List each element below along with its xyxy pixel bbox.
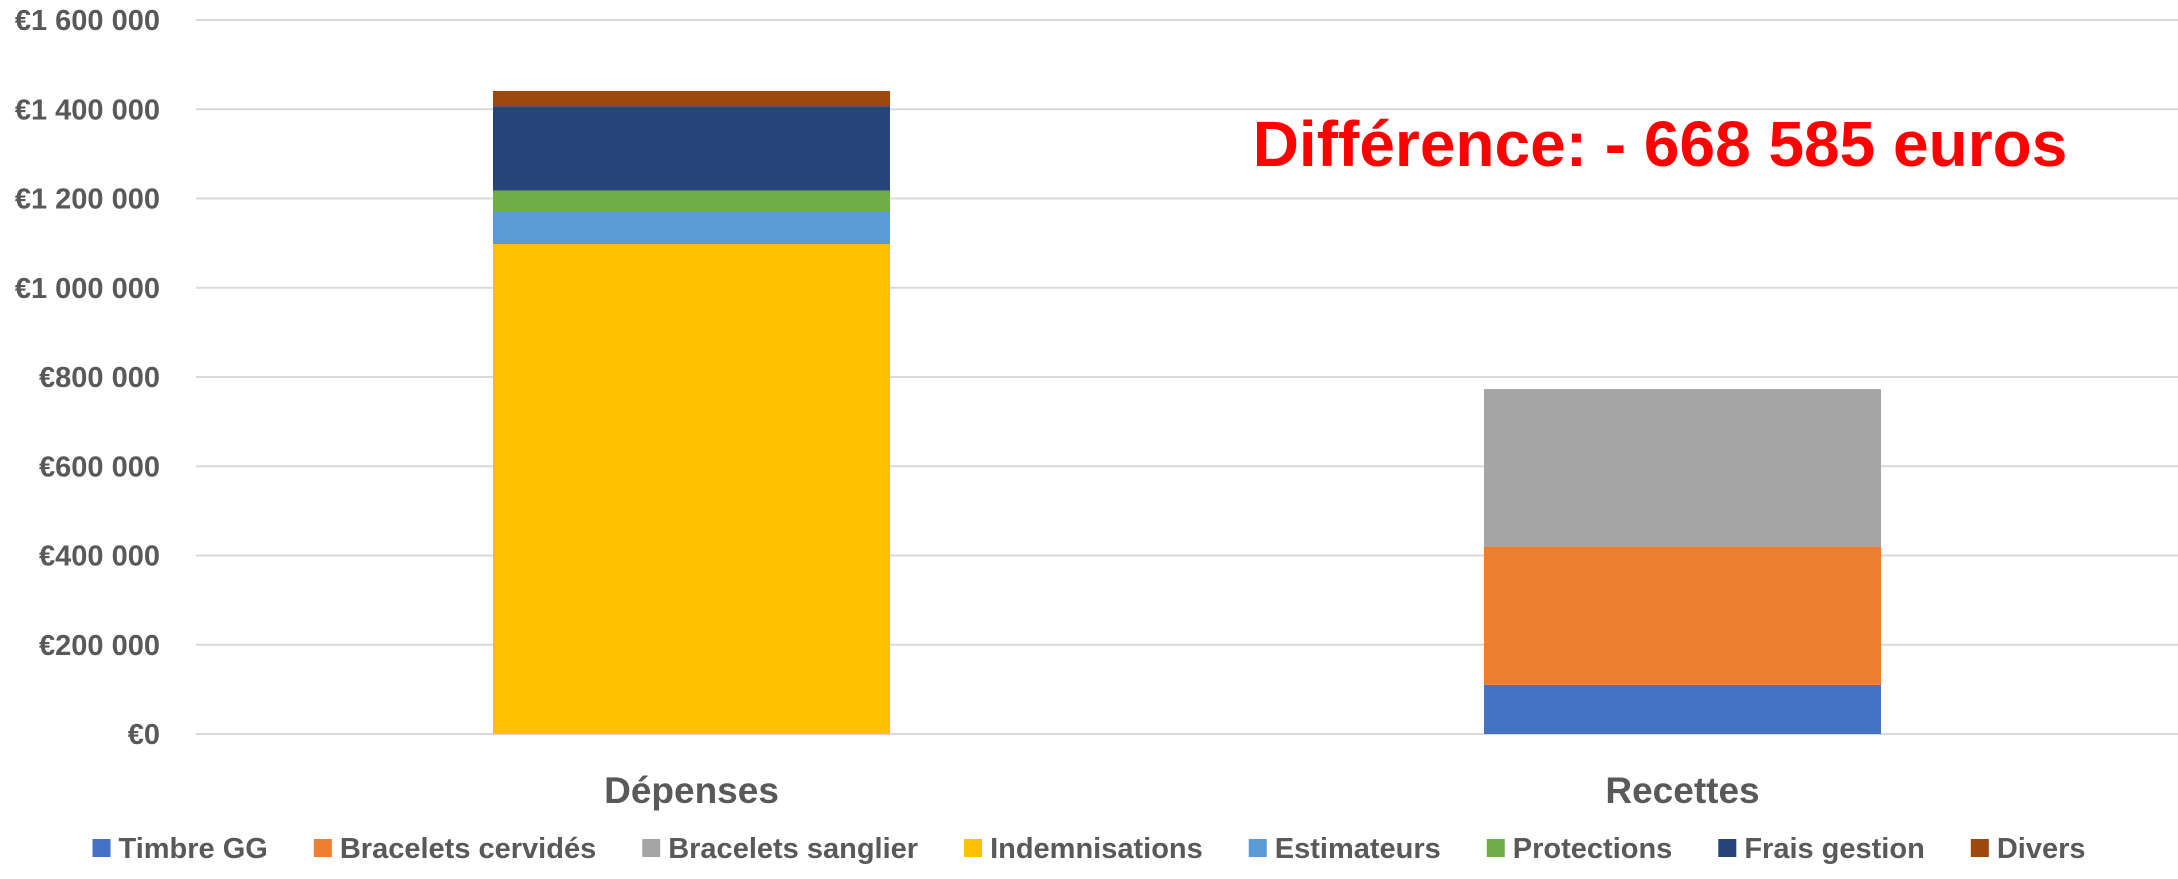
- legend-swatch: [642, 839, 661, 857]
- legend-label: Protections: [1513, 833, 1673, 865]
- y-tick-label: €600 000: [39, 451, 160, 483]
- bar-segment-d-penses-estimateurs: [493, 210, 890, 245]
- legend-label: Frais gestion: [1744, 833, 1925, 865]
- legend-label: Indemnisations: [990, 833, 1203, 865]
- legend-swatch: [1486, 839, 1505, 857]
- y-tick-label: €400 000: [39, 541, 160, 573]
- y-tick-label: €0: [128, 719, 160, 751]
- bar-segment-d-penses-divers: [493, 90, 890, 107]
- y-tick-label: €1 000 000: [15, 273, 160, 305]
- bar-segment-recettes-timbre-gg: [1484, 684, 1881, 734]
- y-tick-label: €200 000: [39, 630, 160, 662]
- bar-segment-d-penses-frais-gestion: [493, 106, 890, 191]
- legend-label: Bracelets sanglier: [668, 833, 918, 865]
- y-tick-label: €1 200 000: [15, 184, 160, 216]
- x-axis-category-labels: Dépenses Recettes: [604, 770, 1760, 811]
- legend-swatch: [92, 839, 111, 857]
- bar-segment-recettes-bracelets-cervid-s: [1484, 546, 1881, 685]
- legend-swatch: [1248, 839, 1267, 857]
- y-tick-label: €800 000: [39, 362, 160, 394]
- legend-label: Bracelets cervidés: [340, 833, 596, 865]
- bar-segment-d-penses-indemnisations: [493, 244, 890, 734]
- y-axis-tick-labels: €0 €200 000 €400 000 €600 000 €800 000 €1 000…: [15, 5, 160, 751]
- legend-label: Estimateurs: [1275, 833, 1441, 865]
- x-category-label: Dépenses: [604, 770, 779, 811]
- legend-swatch: [1970, 839, 1989, 857]
- bar-segment-recettes-bracelets-sanglier: [1484, 389, 1881, 547]
- legend-swatch: [1718, 839, 1737, 857]
- bar-segment-d-penses-protections: [493, 190, 890, 211]
- y-tick-label: €1 600 000: [15, 5, 160, 37]
- legend-swatch: [313, 839, 332, 857]
- bars: [493, 90, 1881, 734]
- legend-swatch: [964, 839, 983, 857]
- legend: Timbre GG Bracelets cervidés Bracelets san…: [92, 833, 2086, 865]
- x-category-label: Recettes: [1605, 770, 1759, 811]
- legend-label: Timbre GG: [119, 833, 268, 865]
- difference-annotation: Différence: - 668 585 euros: [1253, 108, 2068, 180]
- y-tick-label: €1 400 000: [15, 94, 160, 126]
- legend-label: Divers: [1997, 833, 2086, 865]
